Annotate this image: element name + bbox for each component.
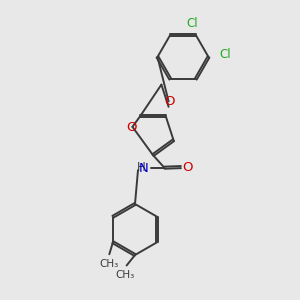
Text: Cl: Cl	[219, 48, 231, 61]
Text: O: O	[182, 160, 193, 174]
Text: Cl: Cl	[186, 17, 198, 30]
Text: CH₃: CH₃	[100, 259, 119, 269]
Text: O: O	[165, 95, 175, 108]
Text: N: N	[139, 161, 148, 175]
Text: O: O	[127, 121, 137, 134]
Text: H: H	[137, 161, 146, 174]
Text: CH₃: CH₃	[116, 270, 135, 280]
